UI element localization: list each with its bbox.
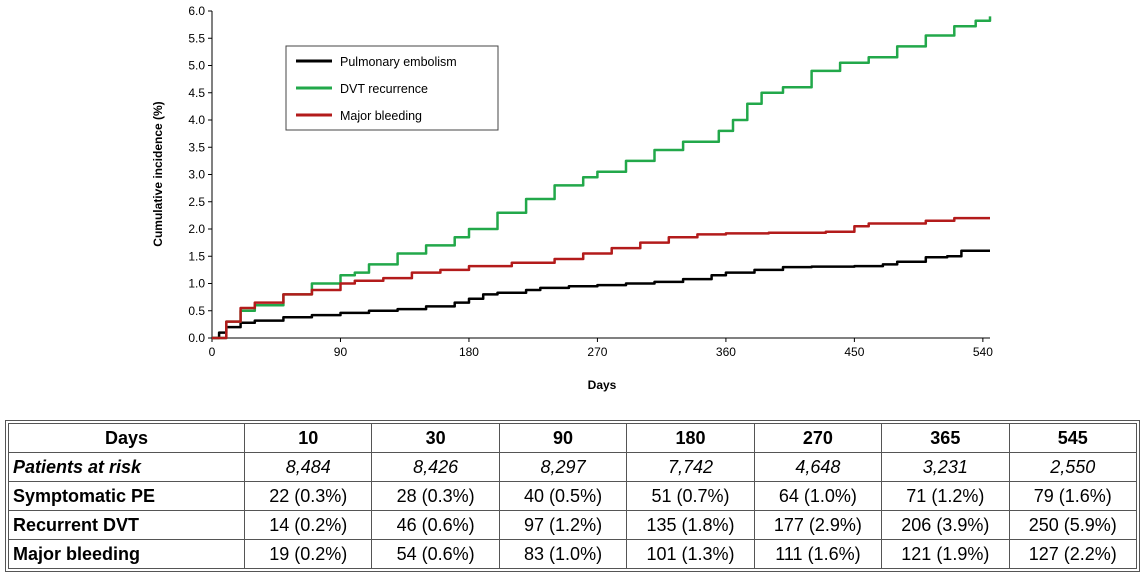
table-header-cell: 270 [753, 423, 883, 453]
table-header-cell: 180 [626, 423, 755, 453]
table-cell: 14 (0.2%) [243, 510, 373, 540]
y-tick-label: 1.0 [188, 277, 205, 291]
y-tick-label: 4.5 [188, 86, 205, 100]
table-cell: 40 (0.5%) [498, 481, 628, 511]
y-tick-label: 5.0 [188, 59, 205, 73]
table-cell: 79 (1.6%) [1008, 481, 1138, 511]
table-header-cell: 545 [1008, 423, 1138, 453]
table-row: Patients at risk 8,484 8,426 8,297 7,742 4,64… [8, 452, 1138, 482]
legend-label-dvt-recurrence: DVT recurrence [340, 82, 428, 96]
table-cell: 97 (1.2%) [498, 510, 628, 540]
table-header-days: Days [8, 423, 245, 453]
x-tick-label: 270 [587, 345, 607, 359]
y-tick-label: 1.5 [188, 249, 205, 263]
cumulative-incidence-chart: 0.0 0.5 1.0 1.5 2.0 2.5 3.0 3.5 4.0 4.5 5.0 5.5 6.0 0… [151, 4, 993, 392]
y-tick-label: 4.0 [188, 113, 205, 127]
table-cell: 2,550 [1008, 452, 1138, 482]
table-cell: 135 (1.8%) [626, 510, 755, 540]
table-row-label: Recurrent DVT [8, 510, 245, 540]
table-cell: 8,484 [243, 452, 373, 482]
table-header-cell: 90 [498, 423, 628, 453]
table-cell: 71 (1.2%) [881, 481, 1010, 511]
table-row-label: Symptomatic PE [8, 481, 245, 511]
table-header-cell: 30 [371, 423, 500, 453]
table-header-row: Days 10 30 90 180 270 365 545 [8, 423, 1138, 453]
table-cell: 206 (3.9%) [881, 510, 1010, 540]
y-tick-label: 6.0 [188, 4, 205, 18]
patients-at-risk-table-container: Days 10 30 90 180 270 365 545 Patients at risk 8,… [5, 420, 1140, 572]
table-cell: 64 (1.0%) [753, 481, 883, 511]
patients-at-risk-table: Days 10 30 90 180 270 365 545 Patients at risk 8,… [8, 423, 1138, 569]
table-cell: 121 (1.9%) [881, 539, 1010, 569]
table-cell: 46 (0.6%) [371, 510, 500, 540]
table-cell: 8,426 [371, 452, 500, 482]
table-row-label: Major bleeding [8, 539, 245, 569]
table-row: Major bleeding 19 (0.2%) 54 (0.6%) 83 (1.0%… [8, 539, 1138, 569]
x-tick-label: 450 [844, 345, 864, 359]
x-tick-label: 90 [334, 345, 348, 359]
table-cell: 111 (1.6%) [753, 539, 883, 569]
table-cell: 101 (1.3%) [626, 539, 755, 569]
table-row: Symptomatic PE 22 (0.3%) 28 (0.3%) 40 (0.5%… [8, 481, 1138, 511]
chart-series-lines [212, 16, 992, 340]
series-line-pulmonary-embolism [212, 249, 990, 340]
table-cell: 3,231 [881, 452, 1010, 482]
table-cell: 177 (2.9%) [753, 510, 883, 540]
table-cell: 250 (5.9%) [1008, 510, 1138, 540]
table-cell: 7,742 [626, 452, 755, 482]
y-tick-label: 5.5 [188, 31, 205, 45]
y-tick-label: 0.5 [188, 304, 205, 318]
y-tick-label: 2.0 [188, 222, 205, 236]
table-row-label: Patients at risk [8, 452, 245, 482]
table-cell: 8,297 [498, 452, 628, 482]
chart-legend: Pulmonary embolism DVT recurrence Major … [285, 45, 499, 131]
table-row: Recurrent DVT 14 (0.2%) 46 (0.6%) 97 (1.2%)… [8, 510, 1138, 540]
series-line-dvt-recurrence [212, 16, 992, 340]
table-cell: 127 (2.2%) [1008, 539, 1138, 569]
x-tick-label: 540 [973, 345, 993, 359]
x-tick-label: 360 [716, 345, 736, 359]
legend-label-pulmonary-embolism: Pulmonary embolism [340, 55, 457, 69]
legend-label-major-bleeding: Major bleeding [340, 109, 422, 123]
y-tick-label: 3.0 [188, 168, 205, 182]
y-tick-label: 3.5 [188, 140, 205, 154]
table-cell: 22 (0.3%) [243, 481, 373, 511]
table-cell: 54 (0.6%) [371, 539, 500, 569]
x-tick-label: 0 [209, 345, 216, 359]
x-tick-label: 180 [459, 345, 479, 359]
table-cell: 51 (0.7%) [626, 481, 755, 511]
table-header-cell: 10 [243, 423, 373, 453]
chart-axes: 0.0 0.5 1.0 1.5 2.0 2.5 3.0 3.5 4.0 4.5 5.0 5.5 6.0 0… [188, 4, 993, 359]
table-cell: 83 (1.0%) [498, 539, 628, 569]
table-header-cell: 365 [881, 423, 1010, 453]
y-axis-title: Cumulative incidence (%) [151, 101, 165, 246]
table-cell: 4,648 [753, 452, 883, 482]
y-tick-label: 0.0 [188, 331, 205, 345]
table-cell: 28 (0.3%) [371, 481, 500, 511]
x-axis-title: Days [588, 378, 617, 392]
series-line-major-bleeding [212, 216, 990, 340]
y-tick-label: 2.5 [188, 195, 205, 209]
table-cell: 19 (0.2%) [243, 539, 373, 569]
